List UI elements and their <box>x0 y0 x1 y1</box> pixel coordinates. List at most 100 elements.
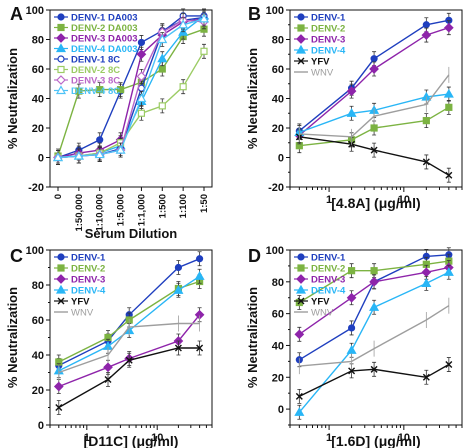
marker-square <box>57 65 65 74</box>
y-tick-label: 100 <box>266 5 284 17</box>
marker-triangle <box>55 284 67 294</box>
marker-diamond <box>369 64 379 74</box>
marker-triangle <box>443 88 454 98</box>
marker-square <box>57 23 65 32</box>
y-tick-label: -20 <box>268 182 284 194</box>
marker-diamond <box>421 267 432 278</box>
marker-diamond <box>296 274 306 284</box>
y-tick-label: 100 <box>266 245 284 257</box>
marker-triangle <box>94 149 105 159</box>
y-axis-title: % Neutralization <box>5 48 20 149</box>
y-tick-label: 40 <box>32 350 44 362</box>
marker-square <box>370 124 378 132</box>
y-tick-label: 20 <box>32 123 44 135</box>
y-tick-label: 20 <box>272 372 284 384</box>
marker-square <box>158 65 166 73</box>
legend-label: DENV-4 <box>71 286 106 297</box>
marker-triangle <box>52 152 64 162</box>
marker-circle <box>297 253 305 261</box>
panel-letter: C <box>10 246 23 266</box>
series <box>295 129 453 183</box>
marker-circle <box>57 253 65 261</box>
panel-letter: D <box>248 246 261 266</box>
marker-circle <box>57 55 65 63</box>
plot-frame <box>289 249 463 426</box>
marker-triangle <box>115 144 126 154</box>
y-tick-label: 40 <box>32 94 44 106</box>
marker-square <box>347 267 356 275</box>
legend-label: DENV-3 DA003 <box>71 34 138 45</box>
x-axis-title: Serum Dilution <box>85 226 178 241</box>
y-tick-label: 0 <box>278 153 284 165</box>
marker-square <box>75 87 83 95</box>
marker-x <box>55 404 63 411</box>
marker-triangle <box>55 43 67 53</box>
legend-label: DENV-2 8C <box>71 65 120 76</box>
y-tick-label: 100 <box>26 5 44 17</box>
legend-label: DENV-3 <box>311 35 345 46</box>
marker-circle <box>57 13 65 21</box>
series <box>294 264 454 420</box>
legend-label: DENV-3 8C <box>71 76 120 87</box>
x-axis-title: [1.6D] (μg/ml) <box>331 433 420 448</box>
x-axis-title: [D11C] (μg/ml) <box>84 433 179 448</box>
legend-label: WNV <box>311 308 334 319</box>
x-tick-label: 1:1,000 <box>136 194 147 226</box>
marker-diamond <box>296 34 306 44</box>
x-tick-label: 0 <box>53 194 64 199</box>
marker-triangle <box>136 93 147 103</box>
marker-diamond <box>56 274 66 284</box>
marker-diamond <box>53 381 64 392</box>
marker-triangle <box>346 345 357 354</box>
y-tick-label: 0 <box>38 153 44 165</box>
marker-square <box>158 102 166 110</box>
marker-x <box>445 361 453 369</box>
y-tick-label: 100 <box>26 245 44 257</box>
x-tick-label: 1:5,000 <box>116 194 127 226</box>
marker-triangle <box>346 108 357 117</box>
y-tick-label: 80 <box>32 280 44 292</box>
marker-diamond <box>136 49 147 60</box>
panel-c: C 0 20 40 60 80 100 1 10 % Neutralization [D11C] (… <box>5 245 213 448</box>
x-tick-label: 10 <box>398 432 410 444</box>
marker-circle <box>370 55 378 63</box>
x-tick-label: 1:50,000 <box>74 194 85 232</box>
series <box>55 340 204 415</box>
marker-square <box>297 24 305 32</box>
legend-label: WNV <box>311 68 334 79</box>
marker-diamond <box>369 276 379 287</box>
y-tick-label: 20 <box>272 123 284 135</box>
marker-triangle <box>295 44 307 54</box>
marker-triangle <box>443 267 454 276</box>
legend-label: YFV <box>311 57 330 68</box>
marker-circle <box>196 255 204 263</box>
y-tick-label: 80 <box>272 277 284 289</box>
marker-x <box>445 171 453 179</box>
x-tick-label: 1:10,000 <box>95 194 106 232</box>
y-tick-label: 40 <box>272 94 284 106</box>
x-tick-label: 10 <box>398 194 410 206</box>
marker-diamond <box>294 329 305 340</box>
marker-triangle <box>294 407 305 416</box>
y-tick-label: -20 <box>28 182 44 194</box>
y-tick-label: 80 <box>272 35 284 47</box>
marker-square <box>200 47 208 55</box>
legend-label: DENV-1 <box>311 253 346 264</box>
legend-label: DENV-2 <box>311 24 345 35</box>
marker-triangle <box>295 284 307 294</box>
x-tick-label: 1 <box>326 194 332 206</box>
marker-x <box>348 367 356 375</box>
marker-x <box>295 392 303 400</box>
x-tick-label: 1 <box>326 432 332 444</box>
series <box>52 11 210 165</box>
marker-x <box>297 297 305 305</box>
marker-square <box>422 117 430 125</box>
panel-letter: B <box>248 4 261 24</box>
marker-x <box>174 344 182 352</box>
marker-triangle <box>194 271 205 280</box>
marker-triangle <box>157 53 168 63</box>
y-tick-label: 40 <box>272 340 284 352</box>
x-tick-label: 10 <box>151 432 163 444</box>
panel-d: D 0 20 40 60 80 100 1 10 % Neutralization [1.6D] (… <box>245 245 463 448</box>
